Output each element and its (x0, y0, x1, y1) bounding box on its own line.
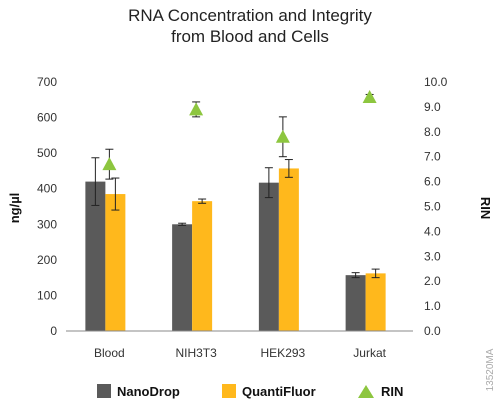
right-tick-label: 7.0 (424, 150, 441, 164)
error-bar (111, 177, 120, 211)
legend-label-nanodrop: NanoDrop (117, 384, 180, 399)
left-tick-label: 0 (50, 324, 57, 338)
x-tick-label: Jurkat (353, 346, 386, 360)
left-tick-label: 300 (37, 217, 57, 231)
right-tick-label: 0.0 (424, 324, 441, 338)
rin-marker-nih3t3 (189, 102, 204, 116)
error-bar (351, 272, 360, 279)
right-tick-label: 3.0 (424, 249, 441, 263)
legend-label-rin: RIN (381, 384, 403, 399)
error-bar (198, 198, 207, 204)
error-bar (371, 268, 380, 279)
legend-label-quantifluor: QuantiFluor (242, 384, 316, 399)
legend-swatch-nanodrop (97, 384, 111, 398)
x-tick-label: HEK293 (261, 346, 306, 360)
right-tick-label: 2.0 (424, 274, 441, 288)
bar-nanodrop-nih3t3 (172, 224, 193, 331)
left-tick-label: 200 (37, 253, 57, 267)
right-tick-label: 4.0 (424, 224, 441, 238)
figure-id: 13520MA (485, 348, 496, 391)
left-axis-ticks: 0 100 200 300 400 500 600 700 (37, 75, 57, 338)
bar-quantifluor-hek293 (278, 168, 299, 331)
bar-quantifluor-jurkat (365, 273, 386, 331)
bar-quantifluor-blood (105, 194, 126, 331)
legend-swatch-rin (358, 385, 374, 398)
left-tick-label: 500 (37, 146, 57, 160)
left-axis-label: ng/µl (7, 193, 22, 224)
x-tick-label: Blood (94, 346, 125, 360)
right-tick-label: 1.0 (424, 299, 441, 313)
chart-subtitle: from Blood and Cells (171, 27, 329, 46)
rin-marker-jurkat (362, 89, 377, 103)
legend-swatch-quantifluor (222, 384, 236, 398)
left-tick-label: 600 (37, 111, 57, 125)
right-tick-label: 10.0 (424, 75, 448, 89)
x-tick-label: NIH3T3 (175, 346, 217, 360)
right-tick-label: 6.0 (424, 175, 441, 189)
left-tick-label: 400 (37, 182, 57, 196)
right-axis-label: RIN (478, 197, 493, 219)
x-axis-labels: Blood NIH3T3 HEK293 Jurkat (94, 346, 387, 360)
error-bar (284, 159, 293, 178)
left-tick-label: 700 (37, 75, 57, 89)
right-tick-label: 5.0 (424, 200, 441, 214)
right-axis-ticks: 0.0 1.0 2.0 3.0 4.0 5.0 6.0 7.0 8.0 9.0 10.0 (424, 75, 448, 338)
bar-nanodrop-blood (85, 181, 106, 331)
bar-marks (85, 157, 386, 331)
error-bar (264, 167, 273, 199)
bar-quantifluor-nih3t3 (192, 201, 213, 331)
bar-nanodrop-hek293 (258, 182, 279, 331)
chart-title: RNA Concentration and Integrity (128, 6, 372, 25)
error-bar (178, 222, 187, 226)
right-tick-label: 8.0 (424, 125, 441, 139)
right-tick-label: 9.0 (424, 100, 441, 114)
legend: NanoDrop QuantiFluor RIN (97, 384, 403, 399)
rin-marker-hek293 (275, 129, 290, 143)
error-bar (91, 157, 100, 206)
rin-marker-blood (102, 157, 117, 171)
rin-markers (102, 89, 377, 180)
left-tick-label: 100 (37, 288, 57, 302)
bar-nanodrop-jurkat (345, 275, 366, 331)
